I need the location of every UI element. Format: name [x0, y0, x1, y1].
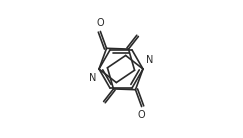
Text: N: N — [146, 55, 153, 65]
Text: O: O — [96, 18, 104, 28]
Text: O: O — [138, 110, 146, 120]
Text: N: N — [89, 73, 96, 83]
